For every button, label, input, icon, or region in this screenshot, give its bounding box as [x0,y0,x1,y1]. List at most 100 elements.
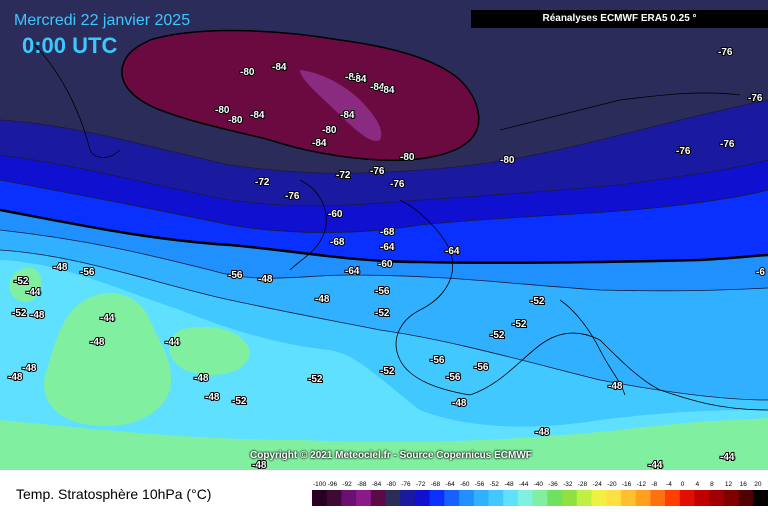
map-value-label: -6 [756,267,765,278]
map-value-label: -84 [312,138,327,149]
legend-swatch [738,490,754,506]
time-label: 0:00 UTC [22,33,118,58]
map-value-label: -48 [315,294,330,305]
legend-swatch [650,490,666,506]
bold-isotherm-60 [0,208,768,265]
map-value-label: -56 [228,270,243,281]
map-value-label: -52 [232,396,247,407]
legend-tick-label: -60 [460,481,470,488]
map-value-label: -76 [370,166,385,177]
map-value-label: -84 [272,62,287,73]
legend-tick-label: -80 [387,481,397,488]
legend-swatch [562,490,578,506]
map-value-label: -52 [490,330,505,341]
legend-swatch [576,490,592,506]
legend-swatch [665,490,681,506]
map-value-label: -44 [100,313,115,324]
legend-tick-label: 20 [754,481,762,488]
polar-vortex-coldest [300,70,382,141]
map-value-label: -48 [608,381,623,392]
map-value-label: -80 [500,155,515,166]
map-value-label: -84 [345,72,360,83]
legend-swatch [444,490,460,506]
legend-tick-label: -92 [342,481,352,488]
map-value-label: -76 [285,191,300,202]
map-value-label: -68 [330,237,345,248]
map-value-label: -44 [720,452,735,463]
map-value-label: -80 [400,152,415,163]
legend-tick-label: -36 [548,481,558,488]
map-value-label: -80 [228,115,243,126]
map-value-label: -52 [12,308,27,319]
map-value-label: -52 [14,276,29,287]
legend-tick-label: 8 [710,481,714,488]
legend-swatch [503,490,519,506]
map-value-label: -52 [380,366,395,377]
legend-tick-label: -4 [666,481,672,488]
map-value-label: -48 [535,427,550,438]
map-value-label: -80 [240,67,255,78]
legend-tick-label: 12 [725,481,733,488]
legend-tick-label: -88 [357,481,367,488]
legend-swatch [414,490,431,506]
map-value-label: -68 [380,227,395,238]
legend-tick-label: -28 [578,481,588,488]
legend-tick-label: -44 [519,481,529,488]
legend-swatch [635,490,651,506]
map-value-label: -52 [375,308,390,319]
field-patch-44-atlantic [44,292,171,427]
legend-tick-label: -56 [475,481,485,488]
coastlines [29,39,768,411]
map-caption: Temp. Stratosphère 10hPa (°C) [16,486,212,502]
isotherm-lines [0,99,768,401]
field-band-48 [0,260,768,470]
legend-swatch [606,490,622,506]
legend-swatch [385,490,401,506]
map-value-label: -84 [340,110,355,121]
legend-tick-label: -32 [563,481,573,488]
legend-swatch [429,490,445,506]
legend-tick-label: -8 [651,481,657,488]
map-value-label: -48 [205,392,220,403]
map-value-label: -48 [258,274,273,285]
map-value-label: -52 [512,319,527,330]
field-patch-44-west [169,326,250,375]
legend-tick-label: -64 [445,481,455,488]
map-value-label: -48 [30,310,45,321]
legend-swatch [753,490,768,506]
map-value-label: -60 [378,259,393,270]
map-value-label: -80 [215,105,230,116]
legend-tick-label: 0 [681,481,685,488]
legend-swatch [694,490,710,506]
legend-swatch [620,490,637,506]
date-label: Mercredi 22 janvier 2025 [14,12,191,29]
map-value-label: -48 [194,373,209,384]
legend-tick-label: -72 [416,481,426,488]
map-value-label: -76 [718,47,733,58]
color-legend: -100 -96 -92 -88 -84 -80 -76 -72 -68 -64 -60 -56 -52… [312,481,768,506]
copyright-text: Copyright © 2021 Meteociel.fr - Source C… [250,450,532,461]
map-value-label: -48 [252,460,267,470]
legend-swatch [547,490,563,506]
legend-tick-label: -84 [372,481,382,488]
field-patch-44-small [9,267,42,302]
legend-swatch [709,490,725,506]
legend-swatch [532,490,548,506]
map-value-label: -52 [530,296,545,307]
map-value-label: -76 [720,139,735,150]
map-value-label: -76 [676,146,691,157]
map-value-label: -44 [26,287,41,298]
field-patch-44-south [0,418,768,470]
map-value-label: -56 [430,355,445,366]
legend-swatch [723,490,740,506]
legend-tick-label: -76 [401,481,411,488]
legend-tick-label: -48 [504,481,514,488]
legend-swatch [356,490,372,506]
map-value-label: -44 [165,337,180,348]
map-value-label: -84 [370,82,385,93]
polar-vortex-core [121,29,480,162]
legend-swatch [400,490,416,506]
map-value-label: -44 [648,460,663,470]
legend-tick-label: -68 [431,481,441,488]
legend-tick-label: -100 [313,481,326,488]
